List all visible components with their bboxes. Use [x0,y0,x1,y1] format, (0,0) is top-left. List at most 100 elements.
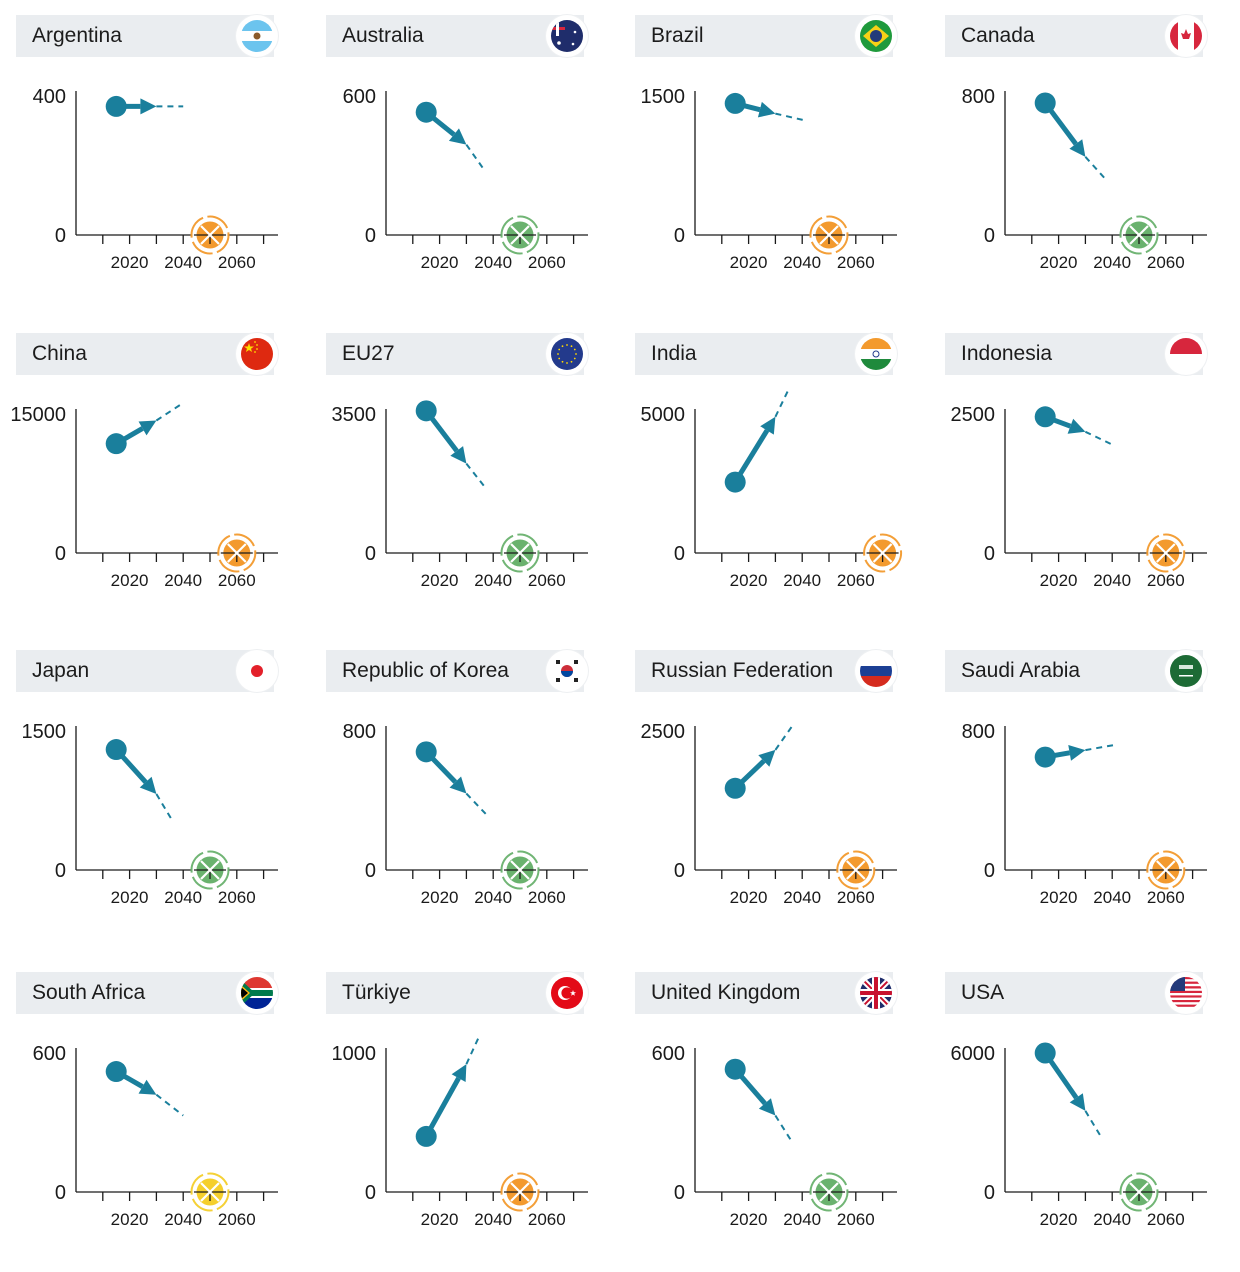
current-emissions-point [1034,1042,1056,1064]
country-name: Türkiye [342,981,411,1004]
x-tick-label: 2040 [164,571,202,590]
y-tick-label: 0 [674,860,685,882]
arrow-head [140,98,157,115]
x-tick-label: 2060 [218,253,256,272]
current-emissions-point [415,741,437,763]
net-zero-cross-icon [510,1182,530,1202]
y-tick-label: 0 [674,1182,685,1204]
country-chart: 0 2500 2020 2040 2060 [641,721,897,907]
arrow-head [449,776,467,794]
x-tick-label: 2060 [218,1210,256,1229]
arrow-head [1069,1093,1086,1111]
arrow-head [1068,744,1086,761]
x-tick-label: 2020 [111,253,149,272]
country-chart: 0 1500 2020 2040 2060 [22,721,278,907]
country-header: Russian Federation [635,650,893,692]
net-zero-marker [1146,533,1186,573]
country-header: Brazil [635,15,893,57]
y-tick-label: 0 [365,225,376,247]
country-header: Saudi Arabia [945,650,1203,692]
usa-flag-icon [1165,972,1207,1014]
projection-line [1084,1110,1103,1139]
net-zero-marker [500,1172,540,1212]
country-header: Indonesia [945,333,1203,375]
arrow-head [448,128,467,145]
south-africa-flag-icon [236,972,278,1014]
country-chart: 0 1000 2020 2040 2060 [332,1034,588,1229]
net-zero-cross-icon [200,860,220,880]
x-tick-label: 2020 [421,888,459,907]
net-zero-cross-icon [510,543,530,563]
y-tick-label: 1000 [332,1043,377,1065]
y-tick-label: 2500 [641,721,686,743]
current-emissions-point [105,1061,127,1083]
projection-line [1084,430,1113,446]
net-zero-cross-icon [1156,543,1176,563]
current-emissions-point [105,433,127,455]
x-tick-label: 2060 [528,1210,566,1229]
country-chart: 0 5000 2020 2040 2060 [641,388,903,590]
russia-flag-icon [855,650,897,692]
net-zero-cross-icon [872,543,893,563]
arrow-head [138,420,157,436]
country-chart: 0 800 2020 2040 2060 [962,721,1207,907]
x-tick-label: 2020 [1040,1210,1078,1229]
net-zero-marker [190,215,230,255]
net-zero-marker [217,533,257,573]
y-tick-label: 2500 [951,404,996,426]
country-panel: Indonesia 0 2500 2020 2040 2060 [945,333,1240,633]
y-tick-label: 600 [343,86,376,108]
country-chart: 0 15000 2020 2040 2060 [10,402,278,590]
x-tick-label: 2040 [164,1210,202,1229]
turkiye-flag-icon [546,972,588,1014]
country-chart: 0 800 2020 2040 2060 [962,86,1207,272]
x-tick-label: 2040 [783,888,821,907]
x-tick-label: 2040 [783,571,821,590]
x-tick-label: 2040 [474,571,512,590]
x-tick-label: 2060 [218,571,256,590]
country-chart: 0 1500 2020 2040 2060 [641,86,897,272]
target-arrow [424,1076,461,1138]
country-name: Japan [32,659,90,682]
x-tick-label: 2040 [474,888,512,907]
country-panel: Argentina 0 400 2020 2040 2060 [16,15,316,315]
country-panel: Japan 0 1500 2020 2040 2060 [16,650,316,950]
current-emissions-point [724,471,746,493]
y-tick-label: 1500 [22,721,67,743]
y-tick-label: 800 [962,86,995,108]
net-zero-cross-icon [819,225,839,245]
country-name: Australia [342,24,424,47]
net-zero-marker [500,533,540,573]
arrow-head [760,416,776,435]
net-zero-cross-icon [200,225,220,245]
net-zero-marker [836,850,876,890]
x-tick-label: 2020 [111,1210,149,1229]
country-panel: United Kingdom 0 600 2020 2040 2060 [635,972,935,1272]
country-name: Russian Federation [651,659,834,682]
country-chart: 0 6000 2020 2040 2060 [951,1042,1207,1229]
x-tick-label: 2060 [1147,571,1185,590]
arrow-head [757,101,776,118]
country-panel: Canada 0 800 2020 2040 2060 [945,15,1240,315]
x-tick-label: 2020 [1040,253,1078,272]
net-zero-marker [190,1172,230,1212]
net-zero-cross-icon [227,543,247,563]
country-panel: USA 0 6000 2020 2040 2060 [945,972,1240,1272]
country-chart: 0 2500 2020 2040 2060 [951,404,1207,590]
x-tick-label: 2040 [164,888,202,907]
y-tick-label: 800 [343,721,376,743]
y-tick-label: 0 [55,225,66,247]
y-tick-label: 15000 [10,404,66,426]
y-tick-label: 0 [984,1182,995,1204]
country-header: Australia [326,15,584,57]
country-panel: South Africa 0 600 2020 2040 2060 [16,972,316,1272]
x-tick-label: 2020 [1040,888,1078,907]
country-name: China [32,342,87,365]
y-tick-label: 0 [55,1182,66,1204]
x-tick-label: 2060 [218,888,256,907]
net-zero-cross-icon [510,860,530,880]
projection-line [1084,156,1105,179]
x-tick-label: 2020 [421,253,459,272]
projection-line [1085,743,1116,752]
country-name: Argentina [32,24,122,47]
